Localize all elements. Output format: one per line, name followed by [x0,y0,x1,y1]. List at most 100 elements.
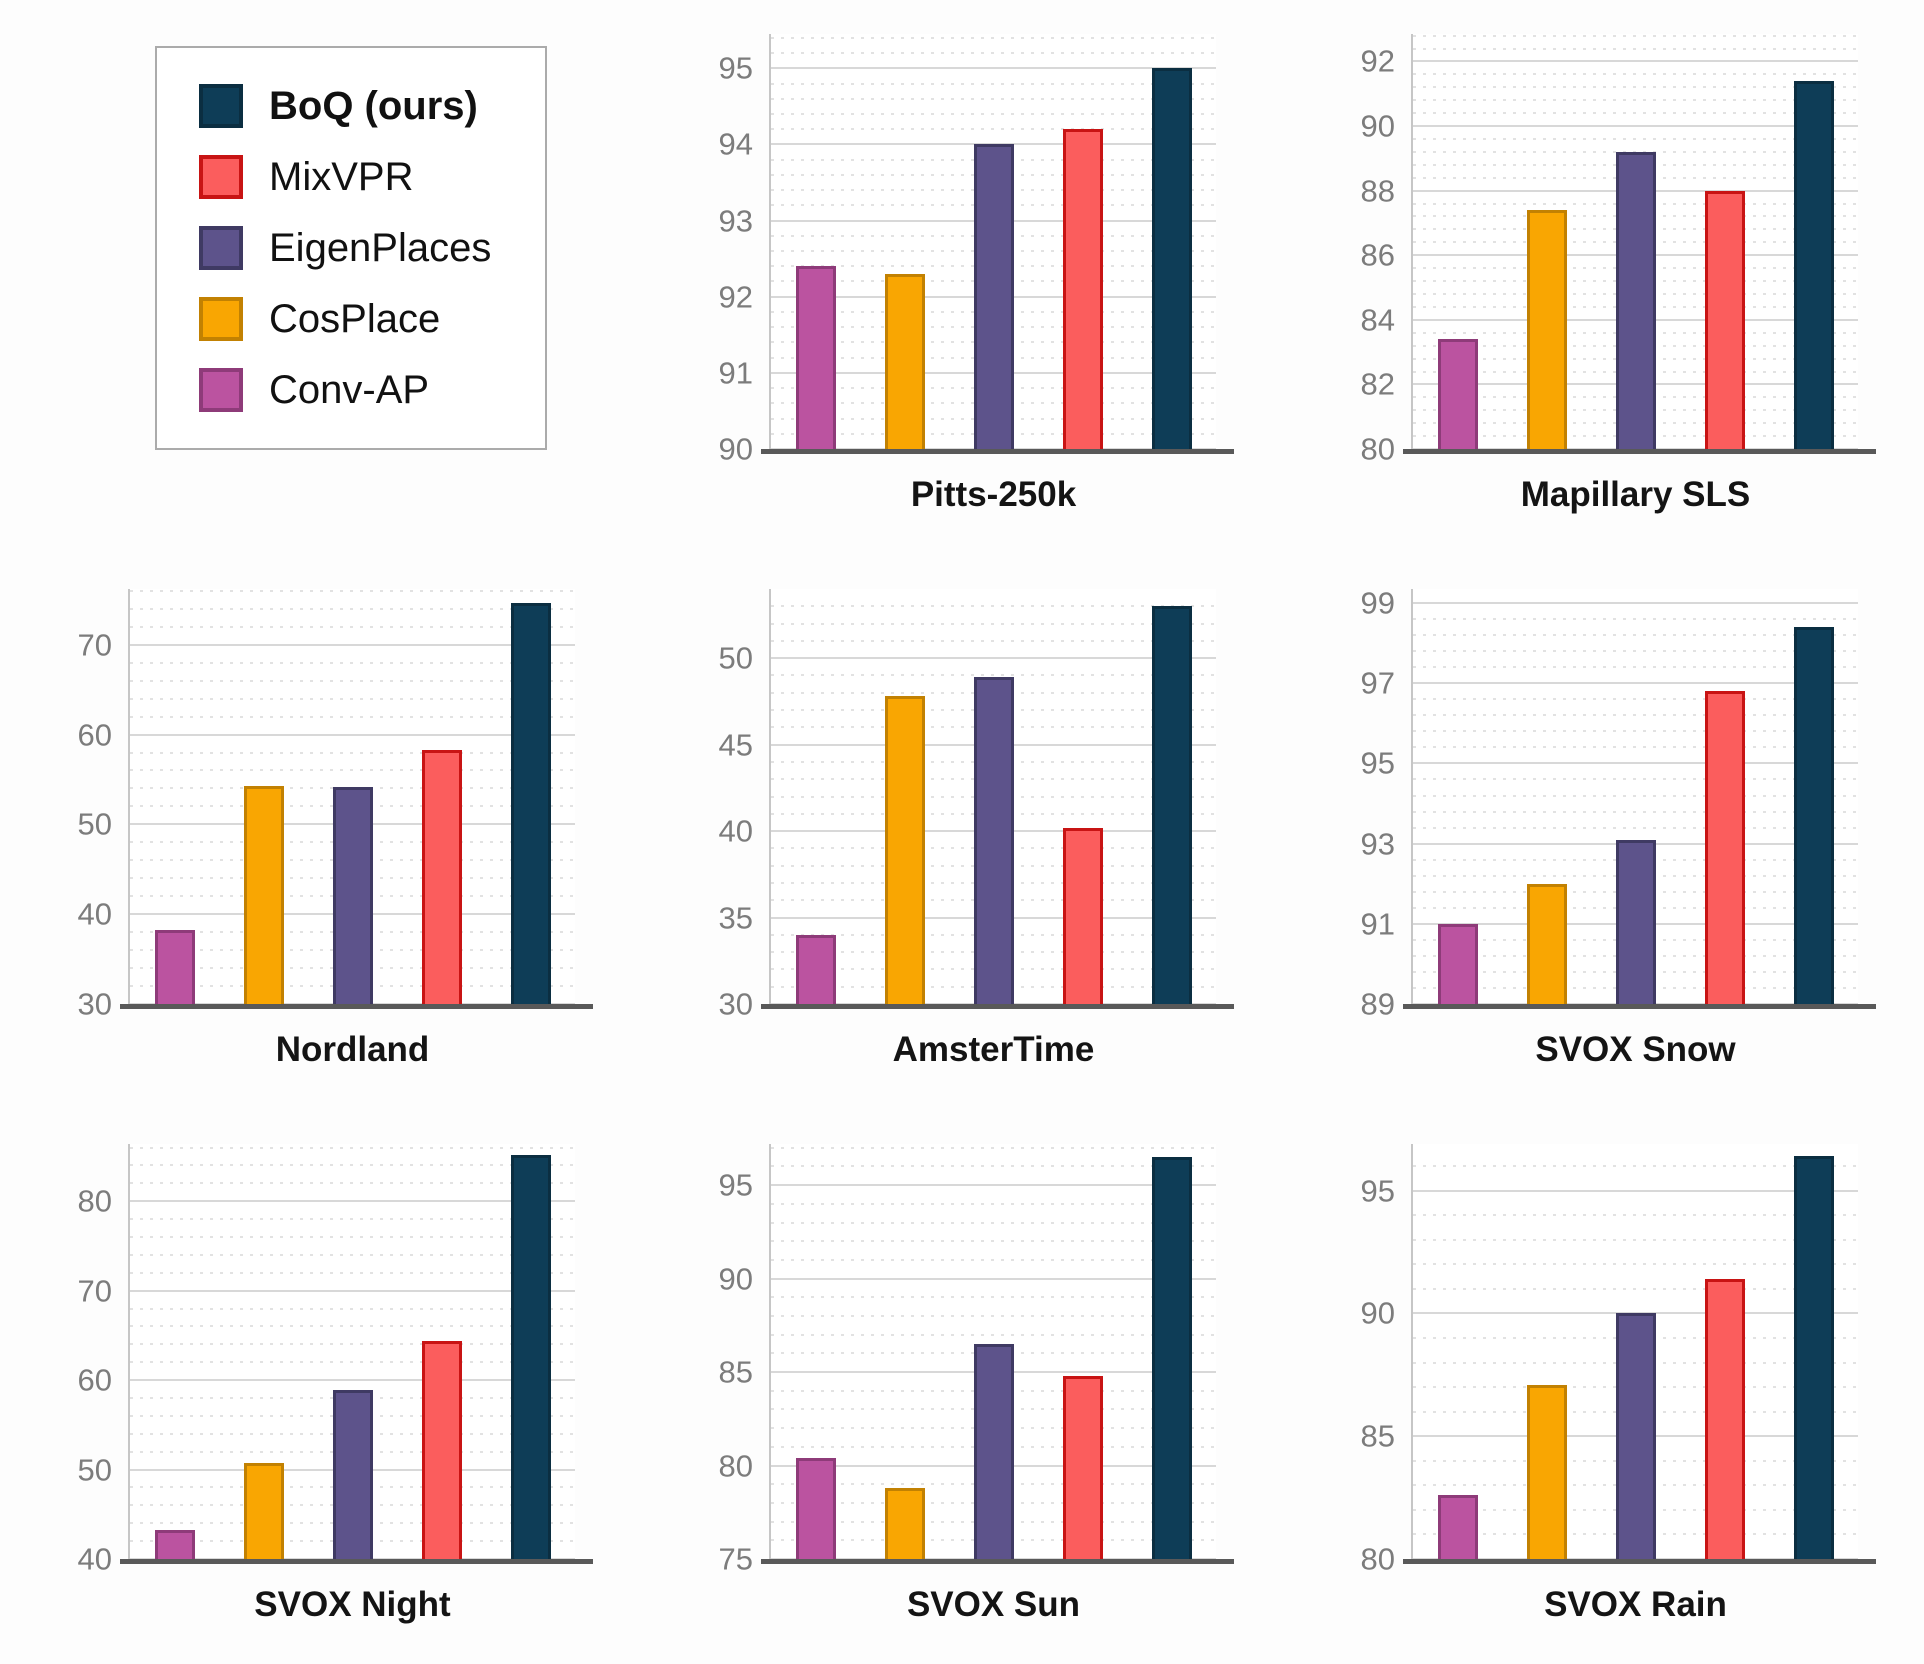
gridline-major [771,67,1216,70]
gridline-minor [771,36,1216,39]
y-tick-label: 70 [77,627,112,663]
bar-conv-ap [155,1529,195,1559]
gridline-minor [130,715,575,718]
y-tick-label: 95 [718,50,753,86]
y-tick-label: 99 [1360,585,1395,621]
gridline-minor [771,1202,1216,1205]
y-tick-label: 97 [1360,665,1395,701]
y-tick-label: 93 [718,203,753,239]
bar-mixvpr [1705,1279,1745,1559]
y-tick-label: 50 [77,1452,112,1488]
y-tick-label: 85 [1360,1418,1395,1454]
y-tick-label: 80 [1360,431,1395,467]
bar-cosplace [885,696,925,1004]
gridline-minor [771,622,1216,625]
y-axis-spine [769,1144,771,1563]
y-tick-label: 90 [1360,1295,1395,1331]
bar-conv-ap [1438,339,1478,449]
chart-title: SVOX Night [254,1585,451,1624]
gridline-major [130,1289,575,1292]
gridline-minor [1413,666,1858,669]
legend-item-cosplace: CosPlace [199,291,545,347]
gridline-minor [1413,1165,1858,1168]
bar-mixvpr [422,1340,462,1559]
bar-boq-ours [1152,606,1192,1004]
gridline-minor [771,1240,1216,1243]
y-tick-label: 95 [1360,1173,1395,1209]
y-tick-label: 80 [718,1448,753,1484]
legend-item-eigenplaces: EigenPlaces [199,220,545,276]
gridline-minor [771,1314,1216,1317]
bar-eigenplaces [1616,151,1656,449]
chart-title: Mapillary SLS [1520,475,1751,514]
y-axis-spine [1411,34,1413,453]
bar-mixvpr [1705,691,1745,1004]
gridline-major [130,733,575,736]
y-tick-label: 50 [77,806,112,842]
legend-label-eigenplaces: EigenPlaces [269,226,492,270]
bar-eigenplaces [974,677,1014,1004]
gridline-minor [1413,730,1858,733]
gridline-minor [1413,137,1858,140]
chart-mapillary-sls: 80 82 84 86 88 90 92 Mapillary SLS [1283,0,1924,554]
legend-item-convap: Conv-AP [199,362,545,418]
gridline-minor [130,1307,575,1310]
bar-conv-ap [1438,1495,1478,1559]
bar-cosplace [1527,883,1567,1004]
bar-boq-ours [1152,1157,1192,1559]
plot-area [120,589,593,1009]
legend-item-boq: BoQ (ours) [199,78,545,134]
bar-conv-ap [155,930,195,1004]
chart-nordland: 30 40 50 60 70 Nordland [0,555,641,1109]
y-tick-label: 75 [718,1541,753,1577]
legend-item-mixvpr: MixVPR [199,149,545,205]
bar-eigenplaces [1616,1313,1656,1559]
y-tick-label: 95 [1360,745,1395,781]
gridline-minor [771,82,1216,85]
y-tick-label: 86 [1360,237,1395,273]
gridline-minor [1413,794,1858,797]
bar-eigenplaces [974,1344,1014,1559]
bar-boq-ours [511,1154,551,1559]
plot-area [761,34,1234,454]
y-tick-label: 80 [77,1183,112,1219]
plot-area [761,1144,1234,1564]
y-axis-labels: 80 85 90 95 [1317,1144,1409,1574]
y-tick-label: 30 [77,986,112,1022]
bar-boq-ours [511,603,551,1004]
bar-cosplace [244,785,284,1004]
bar-conv-ap [1438,923,1478,1004]
y-tick-label: 60 [77,1362,112,1398]
gridline-minor [130,1343,575,1346]
gridline-major [771,657,1216,660]
x-axis-baseline [1403,1004,1876,1009]
gridline-minor [130,769,575,772]
gridline-minor [771,1258,1216,1261]
y-axis-labels: 80 82 84 86 88 90 92 [1317,34,1409,465]
legend-swatch-boq [199,84,243,128]
gridline-minor [1413,47,1858,50]
bar-boq-ours [1794,80,1834,449]
chart-amstertime: 30 35 40 45 50 AmsterTime [641,555,1282,1109]
gridline-minor [1413,1287,1858,1290]
legend-swatch-convap [199,368,243,412]
y-axis-spine [1411,1144,1413,1563]
x-axis-baseline [761,449,1234,454]
gridline-major [771,1184,1216,1187]
y-axis-labels: 89 91 93 95 97 99 [1317,585,1409,1020]
gridline-minor [1413,73,1858,76]
y-axis-labels: 40 50 60 70 80 [34,1144,126,1575]
gridline-minor [130,1182,575,1185]
y-tick-label: 93 [1360,826,1395,862]
y-tick-label: 90 [718,431,753,467]
bar-mixvpr [1705,190,1745,449]
bar-boq-ours [1794,627,1834,1004]
y-axis-spine [769,589,771,1008]
gridline-major [1413,602,1858,605]
gridline-major [771,1277,1216,1280]
bar-eigenplaces [974,144,1014,449]
gridline-minor [771,1146,1216,1149]
bar-mixvpr [422,749,462,1004]
y-tick-label: 90 [718,1261,753,1297]
